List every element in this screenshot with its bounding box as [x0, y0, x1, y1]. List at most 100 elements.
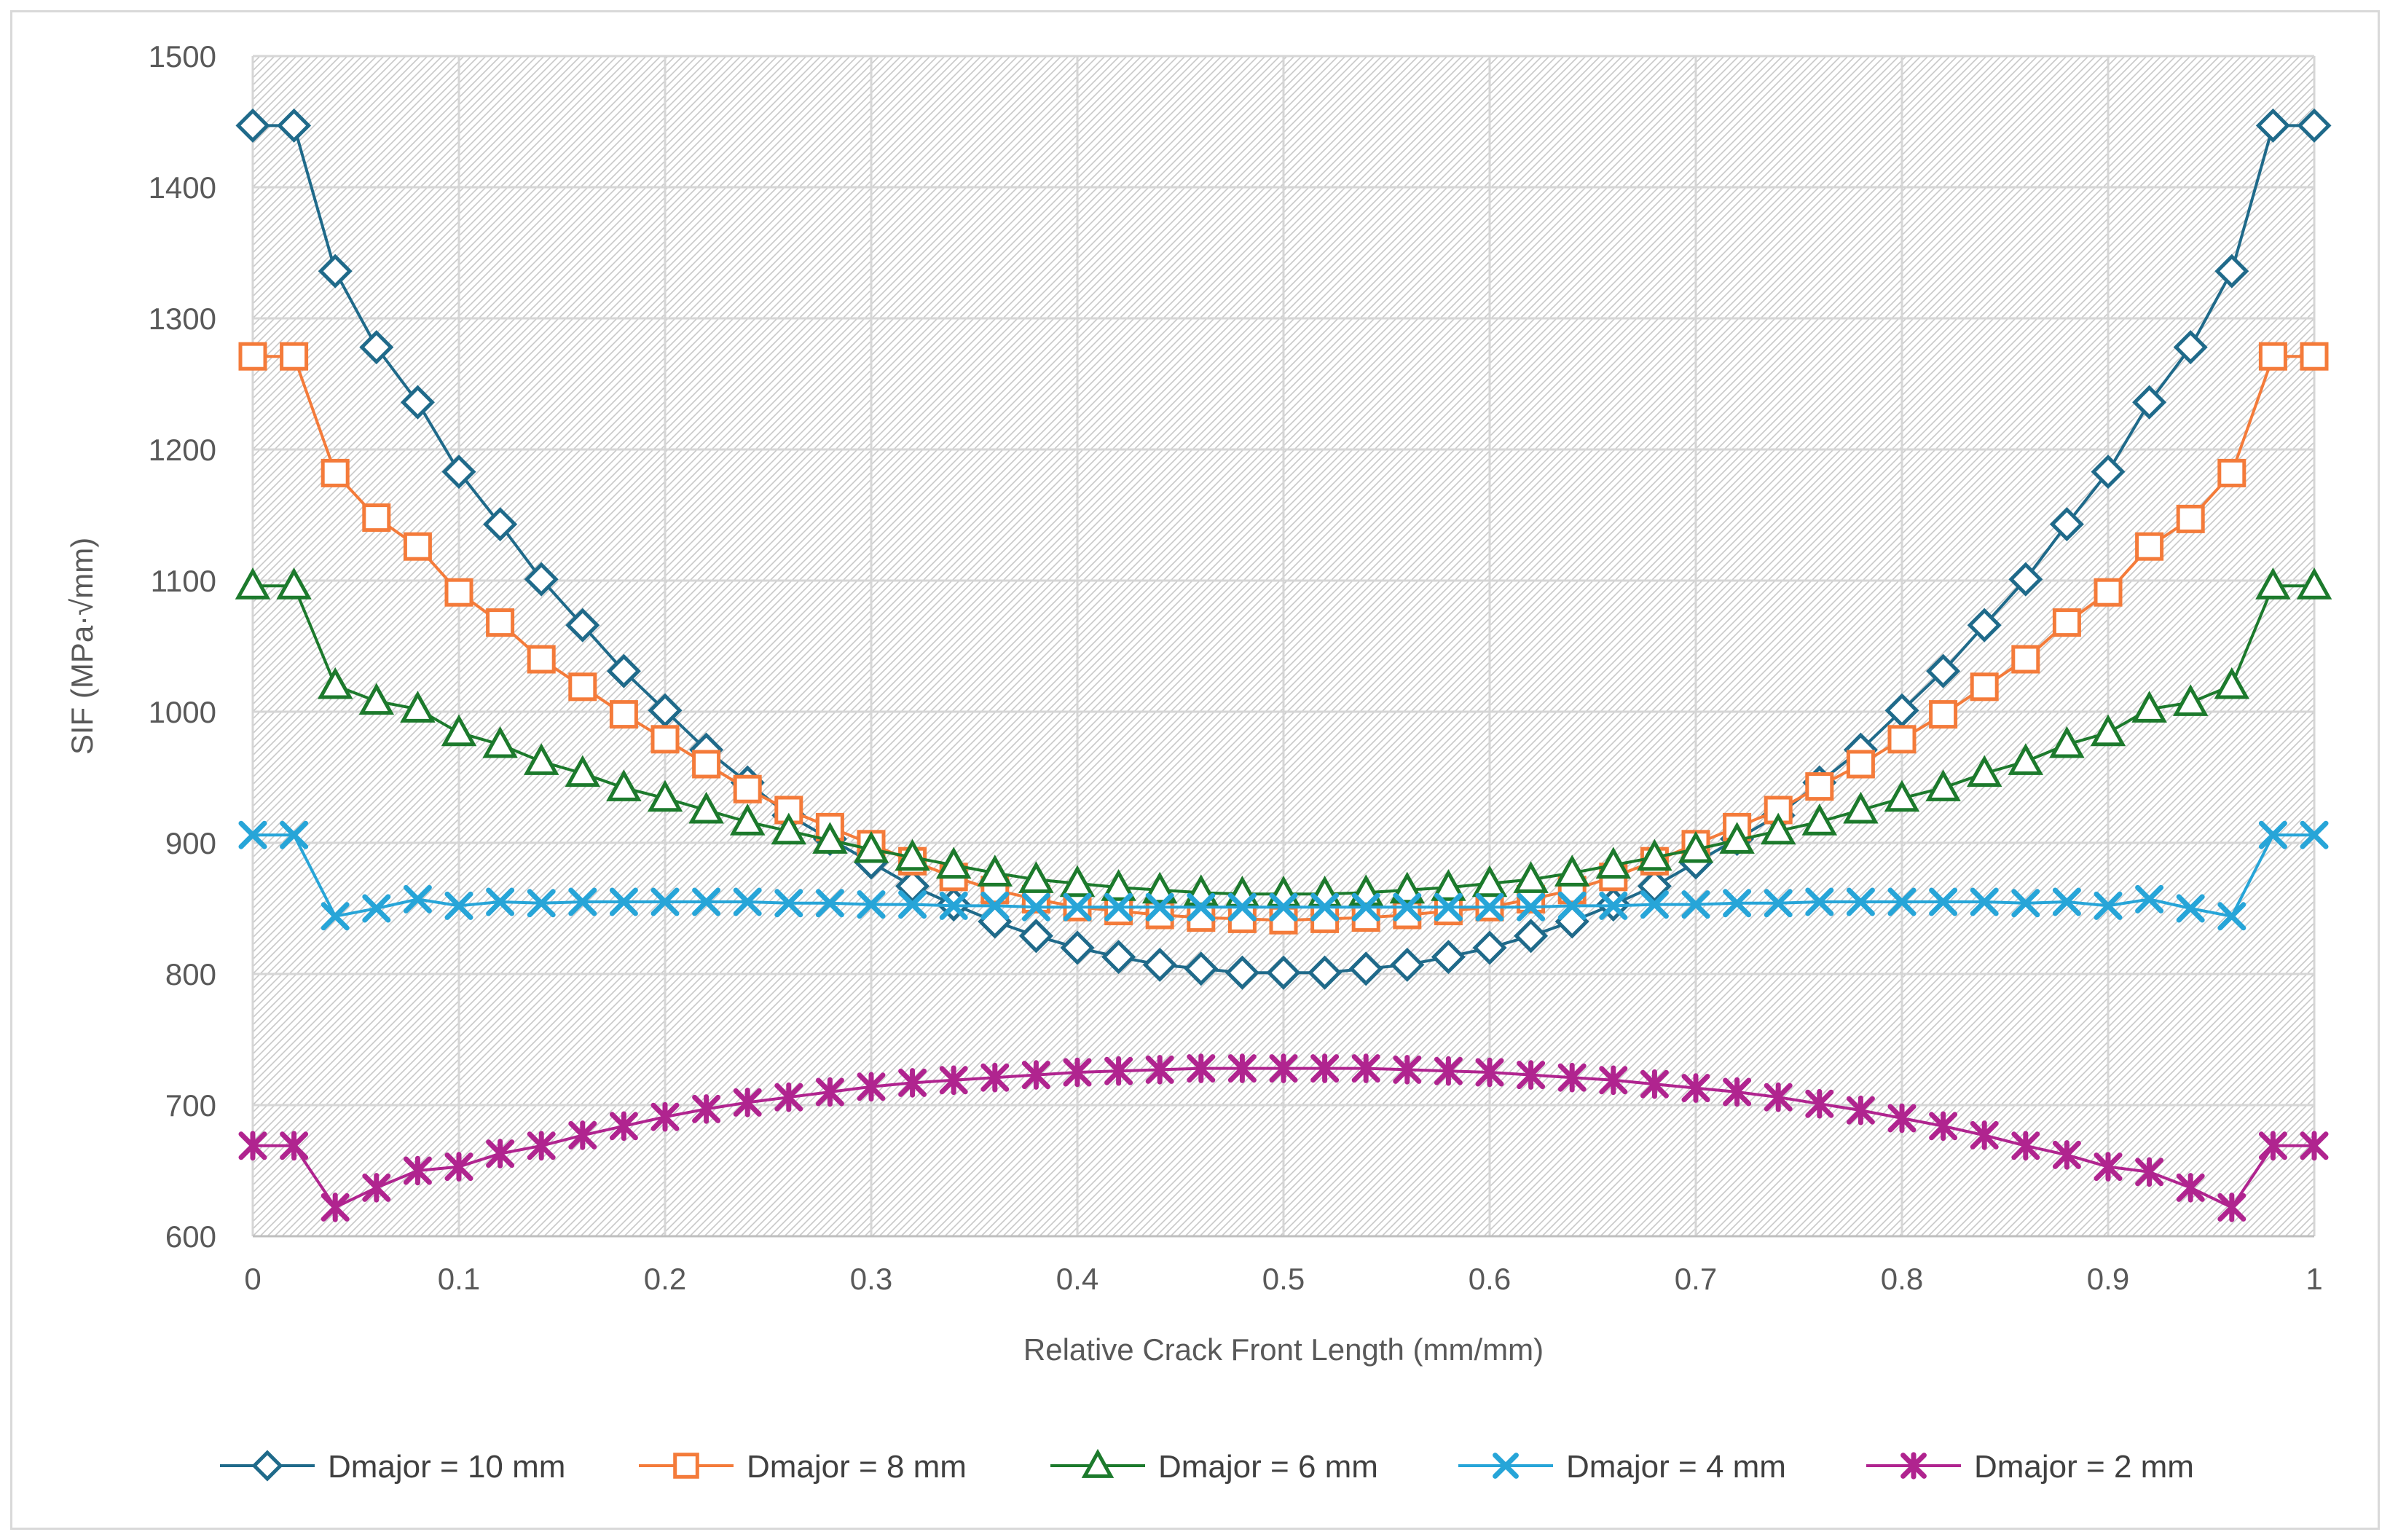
data-point-marker	[2255, 108, 2290, 143]
data-point-marker	[1431, 940, 1466, 975]
data-point-marker	[280, 342, 309, 371]
legend-label: Dmajor = 2 mm	[1974, 1449, 2194, 1485]
data-point-marker	[317, 667, 353, 699]
data-point-marker	[1887, 887, 1917, 916]
data-point-marker	[2300, 342, 2329, 371]
data-point-marker	[527, 1131, 556, 1161]
data-point-marker	[1101, 940, 1136, 975]
data-point-marker	[1887, 725, 1917, 754]
data-point-marker	[1493, 1453, 1519, 1479]
data-point-marker	[2049, 507, 2084, 542]
data-point-marker	[444, 578, 473, 607]
data-point-marker	[2132, 385, 2167, 420]
data-point-marker	[1393, 1055, 1422, 1085]
data-point-marker	[235, 567, 271, 600]
data-point-marker	[568, 887, 597, 916]
data-point-marker	[1557, 891, 1587, 920]
data-point-marker	[1021, 1060, 1050, 1090]
data-point-marker	[403, 1155, 432, 1186]
data-point-marker	[1308, 955, 1343, 990]
series-dmajor-2-mm	[238, 1053, 2329, 1222]
data-point-marker	[1063, 892, 1092, 922]
data-point-marker	[486, 1139, 515, 1168]
data-point-marker	[1187, 892, 1216, 922]
data-point-marker	[1801, 804, 1838, 836]
data-point-marker	[1434, 897, 1463, 926]
data-point-marker	[2300, 1131, 2329, 1161]
data-point-marker	[483, 507, 518, 542]
data-point-marker	[238, 342, 267, 371]
data-point-marker	[609, 887, 638, 916]
data-point-marker	[251, 1450, 283, 1482]
data-point-marker	[650, 1101, 680, 1132]
data-point-marker	[2214, 667, 2250, 699]
legend-label: Dmajor = 8 mm	[747, 1449, 967, 1485]
data-point-marker	[1227, 1053, 1257, 1083]
data-point-marker	[1018, 861, 1054, 893]
data-point-marker	[733, 774, 762, 804]
data-point-marker	[1719, 822, 1755, 854]
data-point-marker	[1513, 861, 1549, 893]
data-point-marker	[1925, 769, 1961, 801]
data-point-marker	[729, 804, 766, 836]
data-point-marker	[1266, 955, 1301, 990]
data-point-marker	[650, 887, 680, 916]
data-point-marker	[1145, 1055, 1174, 1085]
axes: 600 700 800 900 1000 1100 1200 1300 1400 1500 0 0.1…	[149, 39, 2323, 1296]
data-point-marker	[321, 1193, 350, 1222]
data-point-marker	[400, 691, 436, 723]
data-point-marker	[444, 1152, 473, 1182]
data-point-marker	[1141, 871, 1178, 904]
data-point-marker	[2258, 820, 2287, 849]
x-tick-label: 0	[244, 1262, 261, 1296]
data-point-marker	[771, 812, 807, 845]
y-tick-label: 600	[165, 1219, 216, 1254]
data-point-marker	[1557, 1062, 1587, 1093]
data-point-marker	[318, 254, 353, 288]
data-point-marker	[1310, 1053, 1340, 1083]
data-point-marker	[1187, 1053, 1216, 1083]
data-point-marker	[1599, 891, 1628, 920]
data-point-marker	[1846, 887, 1875, 916]
data-point-marker	[1104, 897, 1133, 926]
data-point-marker	[688, 791, 724, 824]
data-point-marker	[2091, 455, 2126, 490]
data-point-marker	[1434, 1056, 1463, 1086]
y-tick-label: 1500	[149, 39, 216, 74]
data-point-marker	[1145, 892, 1174, 922]
data-point-marker	[1517, 1060, 1546, 1090]
y-tick-label: 1400	[149, 170, 216, 205]
y-axis-title: SIF (MPa·√mm)	[65, 538, 99, 755]
data-point-marker	[898, 1068, 927, 1098]
x-tick-label: 0.6	[1469, 1262, 1511, 1296]
data-point-marker	[1351, 892, 1380, 922]
data-point-marker	[1681, 1073, 1710, 1103]
data-point-marker	[1393, 892, 1422, 922]
data-point-marker	[238, 1131, 267, 1161]
x-tick-label: 1	[2306, 1262, 2322, 1296]
data-point-marker	[527, 889, 556, 918]
data-point-marker	[321, 902, 350, 931]
data-point-marker	[1637, 838, 1672, 871]
legend-item: Dmajor = 6 mm	[1050, 1448, 1378, 1485]
data-point-marker	[444, 891, 473, 920]
data-point-marker	[647, 779, 683, 812]
data-point-marker	[1060, 930, 1095, 965]
data-point-marker	[1434, 892, 1463, 922]
data-point-marker	[2214, 254, 2249, 288]
data-point-marker	[1900, 1452, 1927, 1480]
data-point-marker	[733, 1088, 762, 1117]
data-point-marker	[1637, 868, 1672, 903]
data-point-marker	[812, 822, 848, 854]
data-point-marker	[898, 890, 927, 919]
data-point-marker	[935, 846, 972, 879]
x-tick-label: 0.8	[1881, 1262, 1923, 1296]
data-point-marker	[609, 1111, 638, 1142]
data-point-marker	[853, 830, 889, 863]
data-point-marker	[1018, 919, 1053, 954]
data-point-marker	[235, 108, 270, 143]
data-point-marker	[1517, 892, 1546, 922]
x-axis-title: Relative Crack Front Length (mm/mm)	[1023, 1332, 1544, 1367]
data-point-marker	[1471, 865, 1508, 897]
x-tick-label: 0.5	[1262, 1262, 1305, 1296]
